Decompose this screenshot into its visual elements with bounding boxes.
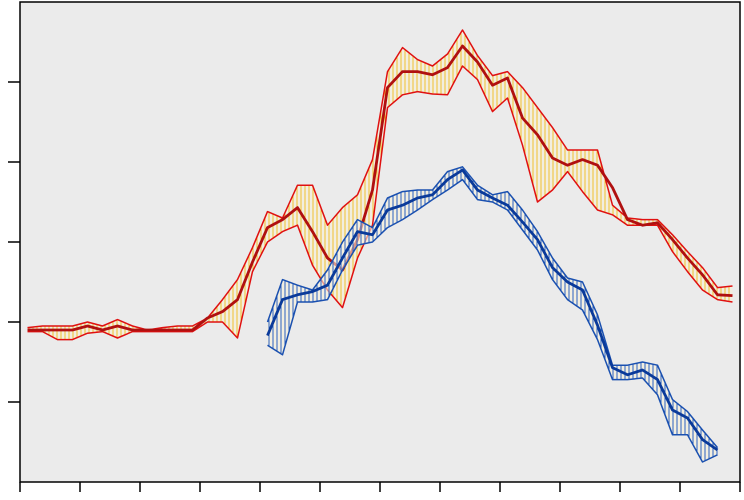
band-edge (266, 166, 719, 449)
line (266, 168, 719, 452)
band-edge (267, 178, 718, 463)
band-edge (27, 65, 733, 341)
band-area (27, 30, 733, 340)
plot-area (20, 2, 740, 482)
band-area (267, 166, 718, 463)
line (27, 44, 733, 332)
